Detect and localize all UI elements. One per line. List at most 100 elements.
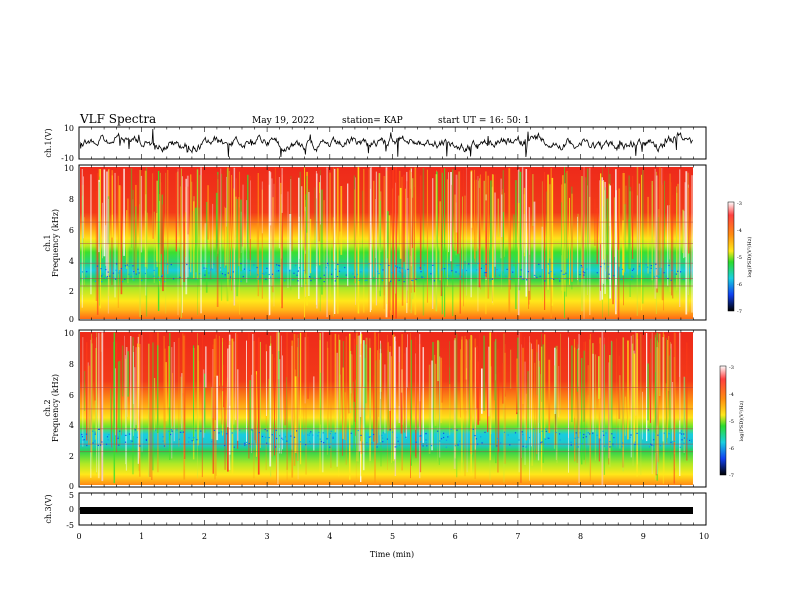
spectrogram-streak [321,189,323,295]
spectrogram-streak [134,367,136,428]
spectrogram-streak [437,340,439,382]
spectrogram-speckle [581,443,583,445]
spectrogram-streak [573,339,576,418]
spectrogram-streak [334,333,337,433]
spectrogram-streak [561,202,562,256]
ch2-colorbar: -3 -4 -5 -6 -7 log(PSD)(V²/Hz) [719,365,745,479]
spectrogram-speckle [460,276,462,278]
spectrogram-speckle [612,445,614,447]
spectrogram-streak [479,334,481,421]
spectrogram-speckle [382,437,384,439]
spectrogram-streak [574,347,576,462]
spectrogram-streak [578,350,580,439]
spectrogram-speckle [599,439,602,441]
spectrogram-speckle [303,269,305,272]
ch2-spectrogram-panel: 0 2 4 6 8 10 ch.2 Frequency (kHz) [43,329,707,491]
spectrogram-streak [289,214,292,270]
spectrogram-streak [627,340,629,440]
spectrogram-speckle [550,271,552,273]
spectrogram-streak [504,352,506,464]
spectrogram-streak [608,183,610,281]
spectrogram-speckle [679,446,681,448]
spectrogram-streak [195,207,197,273]
spectrogram-streak [146,212,148,269]
spectrogram-streak [333,168,336,314]
spectrogram-speckle [415,441,417,443]
spectrogram-streak [118,185,121,271]
spectrogram-speckle [679,432,681,434]
spectrogram-speckle [683,437,685,439]
spectrogram-streak [534,362,536,460]
spectrogram-speckle [570,441,572,443]
spectrogram-streak [278,351,280,449]
spectrogram-streak [95,190,98,301]
spectrogram-streak [668,336,670,391]
spectrogram-speckle [92,442,94,444]
spectrogram-speckle [396,437,398,439]
spectrogram-streak [251,374,253,454]
spectrogram-streak [132,189,134,271]
x-axis-tick-labels: 0 1 2 3 4 5 6 7 8 9 10 [76,532,709,541]
spectrogram-streak [222,338,223,386]
spectrogram-streak [255,371,258,457]
spectrogram-streak [494,192,496,267]
spectrogram-streak [281,168,283,213]
ch1-cbar-tick-m4: -4 [737,228,742,234]
spectrogram-speckle [514,432,517,434]
spectrogram-streak [525,393,527,441]
ch1-ytick-top: 10 [64,124,74,133]
spectrogram-speckle [309,440,311,443]
spectrogram-speckle [121,281,124,283]
ch1-ytick-10: 10 [64,164,74,173]
spectrogram-streak [247,174,249,260]
spectrogram-streak [633,353,636,444]
spectrogram-streak [657,342,659,463]
spectrogram-streak [82,337,84,447]
spectrogram-streak [223,364,225,408]
xtick-10: 10 [699,532,709,541]
spectrogram-streak [278,177,280,249]
spectrogram-speckle [468,263,470,265]
spectrogram-streak [544,334,546,439]
spectrogram-speckle [576,443,578,445]
spectrogram-speckle [420,441,422,443]
spectrogram-line-artefact [80,221,693,223]
spectrogram-speckle [97,444,99,446]
spectrogram-streak [106,171,108,278]
ch2-cbar-tick-m6: -6 [729,446,734,452]
spectrogram-streak [583,167,585,319]
spectrogram-streak [456,333,458,478]
spectrogram-streak [502,212,505,259]
spectrogram-speckle [282,439,284,441]
spectrogram-streak [483,223,485,265]
spectrogram-speckle [632,276,634,278]
spectrogram-streak [298,177,300,299]
spectrogram-speckle [144,272,146,275]
spectrogram-speckle [130,276,132,278]
spectrogram-streak [666,337,667,442]
spectrogram-streak [422,168,425,316]
spectrogram-streak [274,167,276,229]
spectrogram-speckle [403,281,405,283]
spectrogram-streak [301,186,303,288]
spectrogram-streak [185,178,188,295]
spectrogram-speckle [579,432,581,434]
spectrogram-streak [233,341,235,425]
spectrogram-streak [596,208,598,265]
spectrogram-streak [520,171,522,277]
spectrogram-streak [246,200,248,283]
spectrogram-speckle [500,442,502,444]
spectrogram-line-artefact [80,262,693,264]
spectrogram-speckle [650,267,652,269]
spectrogram-line-artefact [80,428,693,430]
spectrogram-speckle [318,431,320,433]
spectrogram-speckle [658,276,660,278]
spectrogram-streak [444,168,446,317]
spectrogram-streak [125,358,127,431]
spectrogram-streak [286,377,288,455]
spectrogram-streak [387,334,388,470]
spectrogram-streak [305,332,307,475]
spectrogram-speckle [382,432,385,434]
xtick-6: 6 [453,532,458,541]
spectrogram-streak [558,366,560,418]
